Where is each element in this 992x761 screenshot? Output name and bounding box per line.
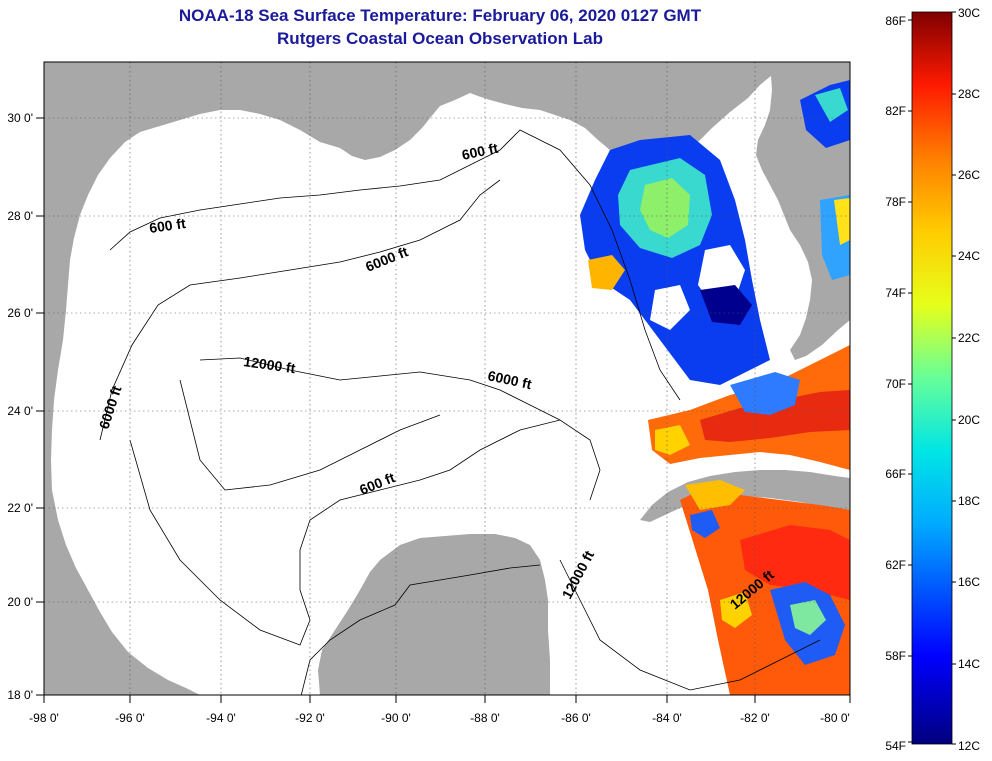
lon-tick-label: -94 0'	[206, 711, 236, 725]
lat-tick-label: 30 0'	[7, 111, 33, 125]
colorbar-label-f: 70F	[885, 377, 906, 391]
colorbar-label-c: 24C	[958, 249, 980, 263]
land-yucatan	[318, 534, 550, 695]
colorbar-label-f: 74F	[885, 286, 906, 300]
colorbar-label-c: 20C	[958, 413, 980, 427]
lon-tick-label: -92 0'	[295, 711, 325, 725]
colorbar-label-c: 30C	[958, 6, 980, 20]
lon-tick-label: -84 0'	[652, 711, 682, 725]
contour-caribbean	[559, 559, 821, 691]
lat-tick-label: 24 0'	[7, 404, 33, 418]
colorbar-label-c: 18C	[958, 494, 980, 508]
colorbar-label-f: 82F	[885, 104, 906, 118]
colorbar-label-f: 78F	[885, 195, 906, 209]
colorbar-label-f: 62F	[885, 558, 906, 572]
colorbar-label-f: 58F	[885, 649, 906, 663]
lat-tick-label: 28 0'	[7, 209, 33, 223]
colorbar-label-f: 86F	[885, 14, 906, 28]
lon-tick-label: -88 0'	[470, 711, 500, 725]
sst-swath-straits	[648, 345, 850, 470]
colorbar-label-f: 54F	[885, 739, 906, 753]
colorbar-label-c: 26C	[958, 168, 980, 182]
bathymetry-contours	[99, 129, 821, 695]
contour-yucatan-shelf	[300, 564, 541, 695]
contour-label: 600 ft	[148, 215, 187, 236]
land-us-gulf-coast	[44, 62, 772, 695]
lon-tick-label: -86 0'	[561, 711, 591, 725]
colorbar-gradient	[911, 11, 953, 745]
contour-inner	[179, 379, 441, 491]
lon-tick-label: -80 0'	[820, 711, 850, 725]
longitude-labels: -98 0' -96 0' -94 0' -92 0' -90 0' -88 0…	[29, 711, 850, 725]
lon-tick-label: -96 0'	[115, 711, 145, 725]
map-title: NOAA-18 Sea Surface Temperature: Februar…	[178, 6, 702, 25]
colorbar-label-c: 14C	[958, 657, 980, 671]
map-subtitle: Rutgers Coastal Ocean Observation Lab	[277, 29, 603, 48]
colorbar-label-c: 16C	[958, 575, 980, 589]
temperature-colorbar: 86F 82F 78F 74F 70F 66F 62F 58F 54F 30C …	[885, 6, 980, 753]
axis-ticks	[36, 117, 851, 703]
colorbar-label-c: 28C	[958, 87, 980, 101]
lat-tick-label: 22 0'	[7, 501, 33, 515]
lon-tick-label: -98 0'	[29, 711, 59, 725]
colorbar-label-f: 66F	[885, 467, 906, 481]
lat-tick-label: 20 0'	[7, 595, 33, 609]
lat-tick-label: 26 0'	[7, 306, 33, 320]
contour-600ft	[109, 129, 681, 401]
contour-6000ft	[99, 179, 501, 441]
graticule	[44, 62, 850, 695]
contour-6000ft-south	[129, 419, 601, 646]
contour-12000ft	[199, 357, 561, 421]
lon-tick-label: -82 0'	[740, 711, 770, 725]
latitude-labels: 18 0' 20 0' 22 0' 24 0' 26 0' 28 0' 30 0…	[7, 111, 33, 702]
sst-swath-caribbean	[680, 480, 850, 695]
contour-label: 12000 ft	[243, 353, 297, 376]
colorbar-label-c: 22C	[958, 331, 980, 345]
map-frame	[43, 61, 851, 696]
contour-label: 600 ft	[460, 140, 499, 163]
lat-tick-label: 18 0'	[7, 688, 33, 702]
lon-tick-label: -90 0'	[381, 711, 411, 725]
colorbar-label-c: 12C	[958, 739, 980, 753]
